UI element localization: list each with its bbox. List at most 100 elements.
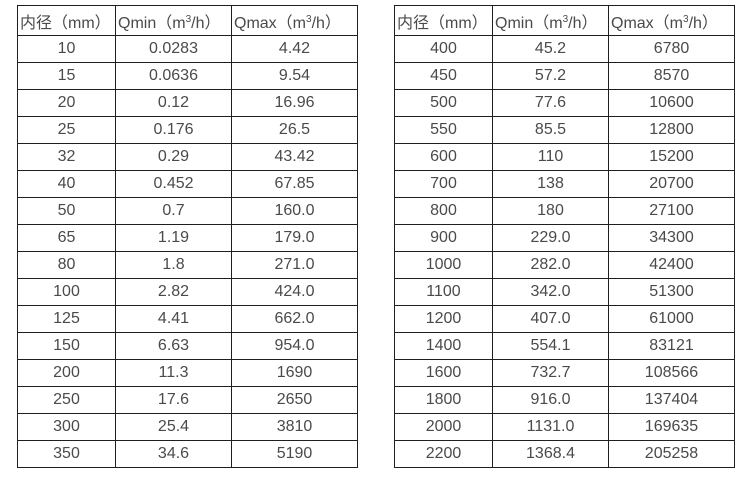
table-cell: 125: [17, 305, 116, 333]
table-cell: 954.0: [231, 332, 358, 360]
flow-spec-table-large-diameters: 内径（mm） Qmin（m3/h） Qmax（m3/h） 400 45.2 6780…: [394, 5, 735, 468]
table-row: 450 57.2 8570: [394, 62, 735, 90]
table-row: 100 2.82 424.0: [17, 278, 358, 306]
header-qmin-text: Qmin（m: [495, 14, 563, 32]
table-cell: 11.3: [115, 359, 232, 387]
table-cell: 15200: [608, 143, 735, 171]
table-row: 1800 916.0 137404: [394, 386, 735, 414]
table-cell: 34.6: [115, 440, 232, 468]
table-cell: 1.19: [115, 224, 232, 252]
header-qmax-unit-suffix: /h）: [311, 14, 341, 32]
table-cell: 1.8: [115, 251, 232, 279]
header-qmax-text: Qmax（m: [234, 14, 307, 32]
table-row: 600 110 15200: [394, 143, 735, 171]
table-cell: 0.0636: [115, 62, 232, 90]
table-row: 15 0.0636 9.54: [17, 62, 358, 90]
table-body: 400 45.2 6780 450 57.2 8570 500 77.6 10600 550 85.…: [394, 35, 735, 468]
table-cell: 1690: [231, 359, 358, 387]
table-cell: 1600: [394, 359, 493, 387]
table-cell: 17.6: [115, 386, 232, 414]
table-cell: 0.7: [115, 197, 232, 225]
table-cell: 5190: [231, 440, 358, 468]
table-cell: 150: [17, 332, 116, 360]
table-cell: 200: [17, 359, 116, 387]
table-cell: 80: [17, 251, 116, 279]
table-cell: 50: [17, 197, 116, 225]
table-cell: 342.0: [492, 278, 609, 306]
header-qmin-unit-suffix: /h）: [568, 14, 598, 32]
table-row: 2200 1368.4 205258: [394, 440, 735, 468]
table-row: 250 17.6 2650: [17, 386, 358, 414]
table-cell: 51300: [608, 278, 735, 306]
table-row: 800 180 27100: [394, 197, 735, 225]
table-cell: 1800: [394, 386, 493, 414]
table-cell: 1400: [394, 332, 493, 360]
table-cell: 400: [394, 35, 493, 63]
table-header-row: 内径（mm） Qmin（m3/h） Qmax（m3/h）: [17, 5, 358, 36]
table-body: 10 0.0283 4.42 15 0.0636 9.54 20 0.12 16.96 25 0.1…: [17, 35, 358, 468]
table-cell: 57.2: [492, 62, 609, 90]
table-cell: 43.42: [231, 143, 358, 171]
table-row: 1100 342.0 51300: [394, 278, 735, 306]
table-row: 65 1.19 179.0: [17, 224, 358, 252]
table-cell: 2200: [394, 440, 493, 468]
header-qmin-superscript: 3: [562, 13, 569, 25]
table-cell: 0.452: [115, 170, 232, 198]
table-cell: 137404: [608, 386, 735, 414]
table-cell: 0.176: [115, 116, 232, 144]
table-row: 1400 554.1 83121: [394, 332, 735, 360]
table-cell: 600: [394, 143, 493, 171]
table-cell: 0.29: [115, 143, 232, 171]
table-cell: 554.1: [492, 332, 609, 360]
table-cell: 65: [17, 224, 116, 252]
table-row: 550 85.5 12800: [394, 116, 735, 144]
header-qmin-superscript: 3: [185, 13, 192, 25]
table-cell: 500: [394, 89, 493, 117]
spec-tables-container: 内径（mm） Qmin（m3/h） Qmax（m3/h） 10 0.0283 4.4…: [17, 5, 735, 468]
flow-spec-table-small-diameters: 内径（mm） Qmin（m3/h） Qmax（m3/h） 10 0.0283 4.4…: [17, 5, 358, 468]
table-cell: 179.0: [231, 224, 358, 252]
table-row: 300 25.4 3810: [17, 413, 358, 441]
header-qmax-unit-suffix: /h）: [688, 14, 718, 32]
table-row: 125 4.41 662.0: [17, 305, 358, 333]
table-cell: 77.6: [492, 89, 609, 117]
table-cell: 61000: [608, 305, 735, 333]
table-cell: 732.7: [492, 359, 609, 387]
table-cell: 34300: [608, 224, 735, 252]
table-cell: 26.5: [231, 116, 358, 144]
header-qmax-text: Qmax（m: [611, 14, 684, 32]
table-cell: 205258: [608, 440, 735, 468]
table-cell: 20: [17, 89, 116, 117]
table-cell: 1200: [394, 305, 493, 333]
table-cell: 25: [17, 116, 116, 144]
table-cell: 1368.4: [492, 440, 609, 468]
table-cell: 1000: [394, 251, 493, 279]
table-cell: 6780: [608, 35, 735, 63]
table-cell: 1100: [394, 278, 493, 306]
table-cell: 424.0: [231, 278, 358, 306]
table-cell: 2000: [394, 413, 493, 441]
table-cell: 15: [17, 62, 116, 90]
table-cell: 0.12: [115, 89, 232, 117]
table-cell: 550: [394, 116, 493, 144]
header-diameter: 内径（mm）: [394, 5, 493, 36]
table-row: 1200 407.0 61000: [394, 305, 735, 333]
header-qmax: Qmax（m3/h）: [231, 5, 358, 36]
table-cell: 32: [17, 143, 116, 171]
table-row: 50 0.7 160.0: [17, 197, 358, 225]
header-qmin: Qmin（m3/h）: [492, 5, 609, 36]
table-row: 1000 282.0 42400: [394, 251, 735, 279]
table-row: 20 0.12 16.96: [17, 89, 358, 117]
header-qmin: Qmin（m3/h）: [115, 5, 232, 36]
table-cell: 900: [394, 224, 493, 252]
table-cell: 407.0: [492, 305, 609, 333]
table-cell: 229.0: [492, 224, 609, 252]
table-cell: 8570: [608, 62, 735, 90]
table-cell: 138: [492, 170, 609, 198]
table-cell: 25.4: [115, 413, 232, 441]
table-cell: 1131.0: [492, 413, 609, 441]
table-row: 150 6.63 954.0: [17, 332, 358, 360]
table-cell: 3810: [231, 413, 358, 441]
table-row: 80 1.8 271.0: [17, 251, 358, 279]
header-qmin-text: Qmin（m: [118, 14, 186, 32]
